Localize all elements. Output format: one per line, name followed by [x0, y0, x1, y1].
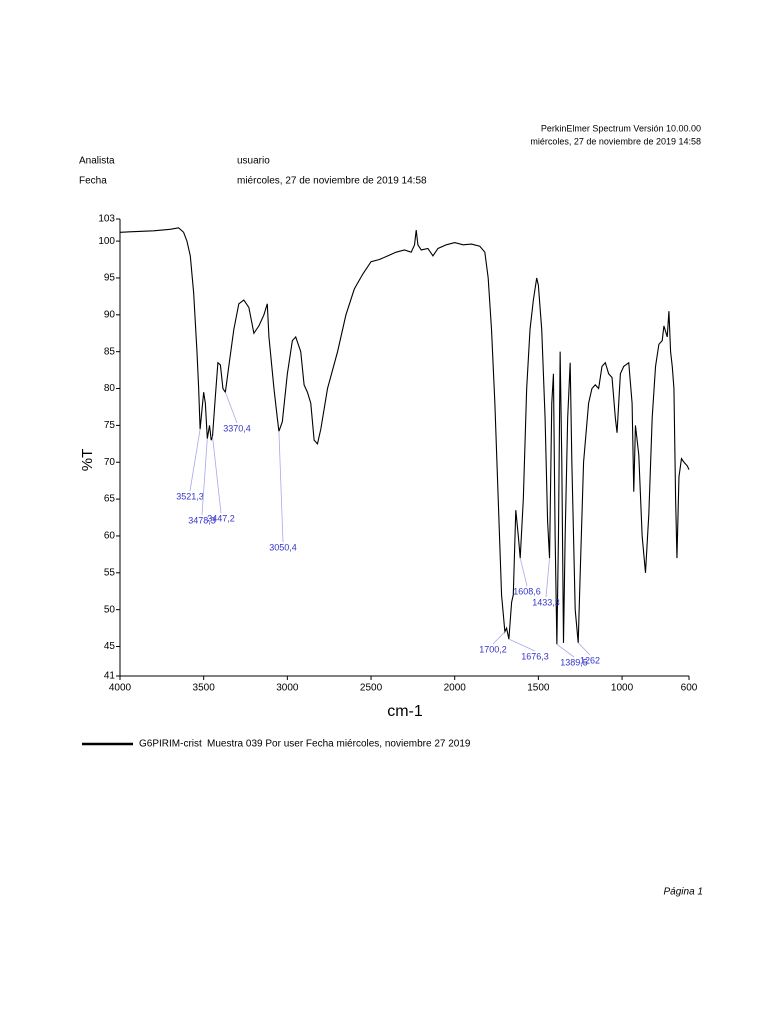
x-axis-label: cm-1 [387, 703, 423, 720]
y-tick-label: 90 [104, 309, 116, 320]
peak-label: 1608,6 [513, 586, 541, 596]
y-tick-label: 95 [104, 273, 116, 284]
x-tick-label: 2000 [444, 683, 467, 694]
y-tick-label: 55 [104, 567, 116, 578]
peak-leader [492, 631, 506, 645]
x-tick-label: 1000 [611, 683, 634, 694]
y-tick-label: 85 [104, 346, 116, 357]
y-tick-label: 103 [98, 214, 115, 225]
x-tick-label: 2500 [360, 683, 383, 694]
y-tick-label: 80 [104, 383, 116, 394]
legend-description: Muestra 039 Por user Fecha miércoles, no… [207, 739, 471, 750]
x-tick-label: 3500 [193, 683, 216, 694]
y-tick-label: 50 [104, 604, 116, 615]
y-tick-label: 41 [104, 671, 116, 682]
spectrum-line [119, 227, 690, 645]
y-tick-label: 70 [104, 457, 116, 468]
y-tick-label: 100 [98, 236, 115, 247]
peak-leader [212, 436, 222, 514]
x-tick-label: 1500 [527, 683, 550, 694]
peak-label: 1389,5 [560, 657, 588, 667]
x-tick-label: 600 [681, 683, 698, 694]
analyst-label: Analista [79, 156, 115, 167]
analyst-value: usuario [237, 156, 270, 167]
peak-leader [519, 557, 528, 587]
y-axis-label: %T [79, 449, 96, 472]
date-value: miércoles, 27 de noviembre de 2019 14:58 [237, 176, 427, 187]
y-tick-label: 60 [104, 531, 116, 542]
peak-label: 3370,4 [223, 423, 251, 433]
peak-label: 1433,3 [532, 597, 560, 607]
peak-label: 3478,3 [188, 515, 216, 525]
y-tick-label: 65 [104, 494, 116, 505]
peak-label: 3521,3 [176, 491, 204, 501]
peak-leader [224, 392, 238, 424]
peak-label: 3447,2 [207, 513, 235, 523]
printed-date: miércoles, 27 de noviembre de 2019 14:58 [530, 136, 701, 146]
page-number: Página 1 [664, 887, 703, 898]
peak-label: 1676,3 [521, 651, 549, 661]
peak-leader [508, 638, 536, 652]
peak-leader [278, 431, 284, 543]
legend-name: G6PIRIM-crist [139, 739, 202, 750]
x-tick-label: 4000 [109, 683, 132, 694]
peak-label: 1700,2 [479, 644, 507, 654]
x-tick-label: 3000 [276, 683, 299, 694]
date-label: Fecha [79, 176, 107, 187]
peak-leader [201, 438, 208, 516]
y-tick-label: 45 [104, 641, 116, 652]
peak-leader [556, 643, 575, 658]
peak-leader [577, 642, 591, 656]
peak-leader [189, 429, 201, 492]
peak-label: 1262 [580, 655, 600, 665]
y-tick-label: 75 [104, 420, 116, 431]
peak-label: 3050,4 [269, 542, 297, 552]
peak-leader [545, 558, 550, 598]
software-text: PerkinElmer Spectrum Versión 10.00.00 [541, 123, 701, 133]
